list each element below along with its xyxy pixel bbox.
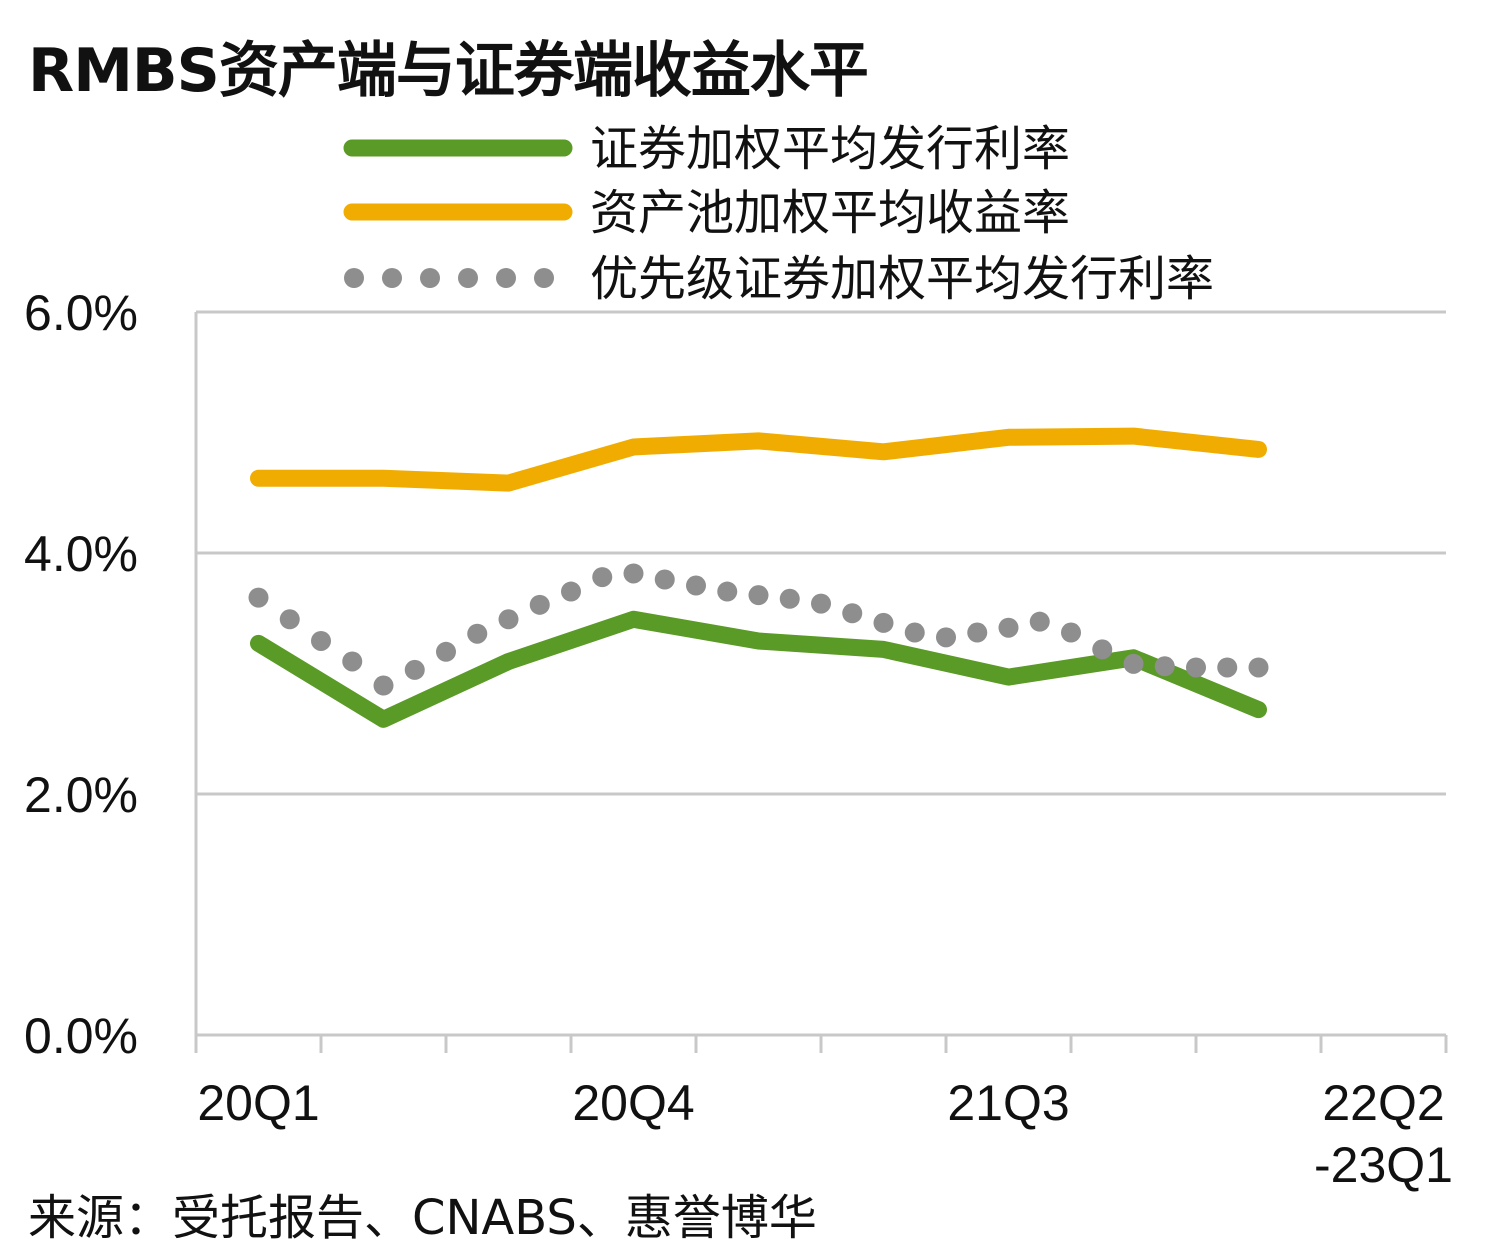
x-tick-label: 20Q1 xyxy=(197,1075,319,1131)
series-0-line xyxy=(250,610,1267,728)
series-2-point xyxy=(592,567,613,588)
series-2-point xyxy=(623,563,644,584)
legend-label: 资产池加权平均收益率 xyxy=(590,185,1070,241)
series-2-point xyxy=(1029,611,1050,632)
legend-swatch-2 xyxy=(382,268,402,288)
series-2-point xyxy=(1092,639,1113,660)
series-2-point xyxy=(1186,657,1206,678)
series-2-point xyxy=(686,575,706,596)
series-2-point xyxy=(842,603,863,624)
series-2-point xyxy=(248,587,269,608)
series-2-point xyxy=(561,581,581,602)
series-2-point xyxy=(311,630,331,651)
y-tick-label: 2.0% xyxy=(24,767,138,823)
series-2-point xyxy=(1123,653,1144,674)
y-tick-label: 4.0% xyxy=(24,526,138,582)
series-1-line xyxy=(250,427,1267,492)
legend-swatch-2 xyxy=(534,268,554,288)
x-tick-label: 20Q4 xyxy=(572,1075,694,1131)
series-2-point xyxy=(779,588,800,609)
series-2-point xyxy=(436,641,456,662)
series-2-point xyxy=(904,622,925,643)
series-2-point xyxy=(1061,622,1081,643)
y-tick-label: 6.0% xyxy=(24,285,138,341)
series-2-point xyxy=(279,609,300,630)
series-2-point xyxy=(1217,657,1238,678)
series-2-point xyxy=(467,623,488,644)
legend-swatch-2 xyxy=(496,268,516,288)
series-2-point xyxy=(998,617,1019,638)
series-2-point xyxy=(717,581,738,602)
series-2-point xyxy=(404,659,425,680)
series-2-point xyxy=(373,675,394,696)
source-note: 来源：受托报告、CNABS、惠誉博华 xyxy=(28,1190,817,1246)
chart-title: RMBS资产端与证券端收益水平 xyxy=(28,36,869,106)
series-2-point xyxy=(342,651,363,672)
axes: 0.0% 2.0% 4.0% 6.0% 20Q1 20Q4 21Q3 22Q2 -23Q1 xyxy=(24,285,1453,1193)
series-2-point xyxy=(1154,656,1175,677)
legend-swatch-2 xyxy=(420,268,440,288)
x-tick-label: 22Q2 -23Q1 xyxy=(1314,1075,1453,1193)
legend-swatch-2 xyxy=(458,268,478,288)
series-2-point xyxy=(873,612,894,633)
series-2-point xyxy=(936,627,956,648)
series-2-point xyxy=(654,569,675,590)
legend-label: 优先级证券加权平均发行利率 xyxy=(590,251,1214,307)
series-layer xyxy=(248,427,1269,728)
series-2-point xyxy=(1248,657,1269,678)
x-tick-label: 21Q3 xyxy=(947,1075,1069,1131)
series-2-point xyxy=(748,585,769,606)
series-2-point xyxy=(967,622,988,643)
y-tick-label: 0.0% xyxy=(24,1008,138,1064)
series-2-point xyxy=(529,594,550,615)
legend-swatch-2 xyxy=(344,268,364,288)
grid xyxy=(196,310,1446,796)
series-2-point xyxy=(498,609,519,630)
legend-label: 证券加权平均发行利率 xyxy=(590,121,1070,177)
series-2-point xyxy=(811,593,831,614)
